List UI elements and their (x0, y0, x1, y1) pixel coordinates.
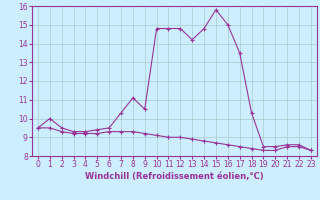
X-axis label: Windchill (Refroidissement éolien,°C): Windchill (Refroidissement éolien,°C) (85, 172, 264, 181)
